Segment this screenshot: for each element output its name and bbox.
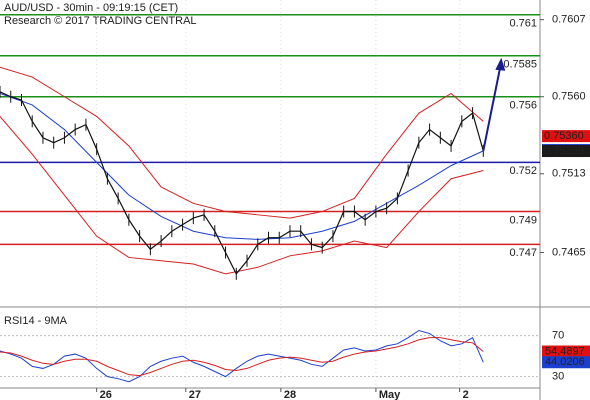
price-badge <box>542 130 590 143</box>
x-tick-label: 27 <box>189 389 201 400</box>
x-tick-label: 2 <box>463 389 469 400</box>
price-badge-label: 0.75360 <box>544 130 584 142</box>
rsi-tick-label: 30 <box>552 371 564 383</box>
rsi-badge-label: 44.0206 <box>545 356 585 368</box>
rsi-ma9 <box>0 337 484 377</box>
band-lower <box>0 116 484 275</box>
y-tick-label: 0.7560 <box>552 91 586 103</box>
x-tick-label: 26 <box>100 389 112 400</box>
price-badge <box>542 145 590 158</box>
price-badge-label: 0.75269 <box>544 145 584 157</box>
level-label: 0.747 <box>509 247 537 259</box>
x-tick-label: May <box>379 389 401 400</box>
forecast-arrow-head <box>495 57 506 71</box>
price-line <box>0 91 484 275</box>
level-label: 0.761 <box>509 18 537 30</box>
level-label: 0.756 <box>509 100 537 112</box>
rsi-badge <box>542 356 590 369</box>
rsi-title: RSI14 - 9MA <box>4 315 68 327</box>
chart-title: AUD/USD - 30min - 09:19:15 (CET) <box>4 2 178 14</box>
x-tick-label: 28 <box>284 389 296 400</box>
forecast-arrow <box>482 61 503 152</box>
y-tick-label: 0.7513 <box>552 168 586 180</box>
rsi-tick-label: 70 <box>552 330 564 342</box>
y-tick-label: 0.7465 <box>552 246 586 258</box>
rsi-badge-label: 54.4897 <box>545 345 585 357</box>
level-label: 0.7585 <box>503 59 537 71</box>
y-tick-label: 0.7607 <box>552 14 586 26</box>
level-label: 0.749 <box>509 214 537 226</box>
rsi-badge <box>542 345 590 358</box>
level-label: 0.752 <box>509 165 537 177</box>
chart-subtitle: Research © 2017 TRADING CENTRAL <box>4 15 197 27</box>
rsi-rsi <box>0 329 484 383</box>
band-upper <box>0 66 484 219</box>
band-ma <box>0 92 484 240</box>
